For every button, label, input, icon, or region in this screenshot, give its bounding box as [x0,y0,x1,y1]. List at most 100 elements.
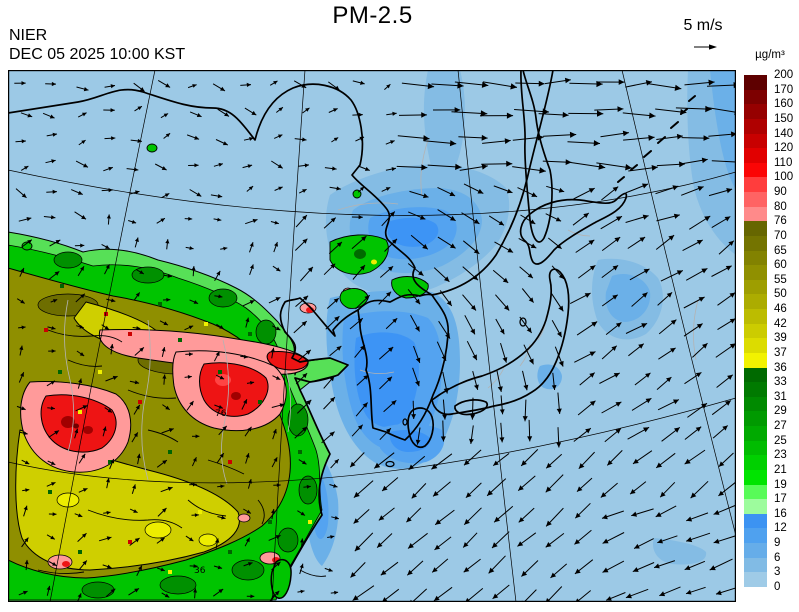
colorbar-tick-label: 100 [774,171,794,184]
pollution-speckle [308,520,312,524]
pollution-speckle [178,338,182,342]
colorbar-tick-label: 31 [774,390,787,403]
colorbar-band [744,265,767,281]
colorbar-tick-label: 33 [774,376,787,389]
colorbar-tick-label: 200 [774,69,794,81]
colorbar-band [744,279,767,295]
colorbar-band [744,309,767,325]
colorbar-tick-label: 90 [774,186,787,199]
pollution-speckle [228,460,232,464]
pollution-speckle [248,332,252,336]
pollution-speckle [60,284,64,288]
border-yalu [357,293,433,311]
colorbar-tick-label: 170 [774,83,794,96]
contour-label: 76 [215,409,227,419]
colorbar-band [744,352,767,369]
colorbar-band [744,104,767,120]
coastline-russia-korea [357,70,554,441]
map-canvas: 76 36 [8,70,736,602]
colorbar-band [744,338,767,354]
colorbar-band [744,192,767,208]
colorbar-band [744,162,767,178]
colorbar-band [744,133,767,149]
colorbar-legend: 200 170 160 150 140 120 110 100 90 80 76 70 65 60 55 50… [744,69,799,595]
wind-vector-field [14,77,736,602]
pollution-speckle [108,460,112,464]
pollution-speckle [204,322,208,326]
colorbar-tick-label: 76 [774,215,787,228]
pollution-speckle [168,450,172,454]
pollution-speckle [104,312,108,316]
pollution-speckle [218,370,222,374]
colorbar-tick-label: 6 [774,551,781,564]
colorbar-tick-label: 160 [774,98,794,111]
colorbar-tick-label: 36 [774,361,787,374]
colorbar-band [744,455,767,471]
pollution-speckle [58,370,62,374]
colorbar-band [744,177,767,193]
pollution-speckle [98,370,102,374]
contour-label: 36 [194,566,206,576]
colorbar-band [744,206,767,222]
colorbar-tick-label: 21 [774,463,787,476]
colorbar-tick-label: 29 [774,405,787,418]
timestamp-label: DEC 05 2025 10:00 KST [9,46,186,63]
colorbar-tick-label: 150 [774,112,794,125]
colorbar-band [744,543,767,559]
colorbar-band [744,411,767,427]
coastline-shikoku [454,399,489,416]
colorbar-tick-label: 12 [774,522,787,535]
colorbar-band [744,557,767,573]
colorbar-band [744,440,767,456]
forecast-map: 76 36 [8,70,736,602]
colorbar-tick-label: 16 [774,507,787,520]
colorbar-tick-label: 0 [774,581,781,593]
colorbar-band [744,528,767,544]
colorbar-tick-label: 80 [774,200,787,213]
colorbar-tick-label: 110 [774,156,793,169]
colorbar-tick-label: 3 [774,566,781,579]
colorbar-band [744,382,767,398]
colorbar-tick-label: 120 [774,142,794,155]
pollution-speckle [48,490,52,494]
pollution-speckle [168,570,172,574]
page-title: PM-2.5 [332,2,413,29]
colorbar-tick-label: 70 [774,229,787,242]
colorbar-band [744,250,767,266]
colorbar-tick-label: 39 [774,332,787,345]
colorbar-tick-label: 55 [774,273,787,286]
pollution-speckle [258,400,262,404]
coastline-china [269,297,359,602]
colorbar-tick-label: 37 [774,346,787,359]
colorbar-band [744,499,767,515]
pollution-region-china [8,231,354,602]
pollution-speckle [268,520,272,524]
colorbar-band [744,323,767,339]
colorbar-band [744,484,767,500]
pollution-speckle [228,550,232,554]
coastline-kyushu [407,407,435,449]
pollution-speckle [78,410,82,414]
contour-value-labels: 76 36 [194,409,227,576]
colorbar-tick-label: 9 [774,537,781,550]
pollution-speckle [44,328,48,332]
colorbar-band [744,426,767,442]
colorbar-tick-label: 42 [774,317,787,330]
border-russia-china [8,83,433,296]
agency-label: NIER [9,27,48,44]
pollution-speckle [298,450,302,454]
colorbar-tick-label: 25 [774,434,787,447]
colorbar-tick-label: 17 [774,493,787,506]
colorbar-tick-label: 27 [774,420,787,433]
colorbar-band [744,118,767,134]
colorbar-tick-label: 140 [774,127,794,140]
inner-contour-lines [37,329,327,577]
colorbar-band [744,367,767,383]
colorbar-tick-label: 65 [774,244,787,257]
pollution-speckle [78,550,82,554]
coastline-kuril-islands [617,95,696,183]
coastline-tsushima [402,418,408,426]
map-frame [8,70,736,602]
colorbar-band [744,294,767,310]
